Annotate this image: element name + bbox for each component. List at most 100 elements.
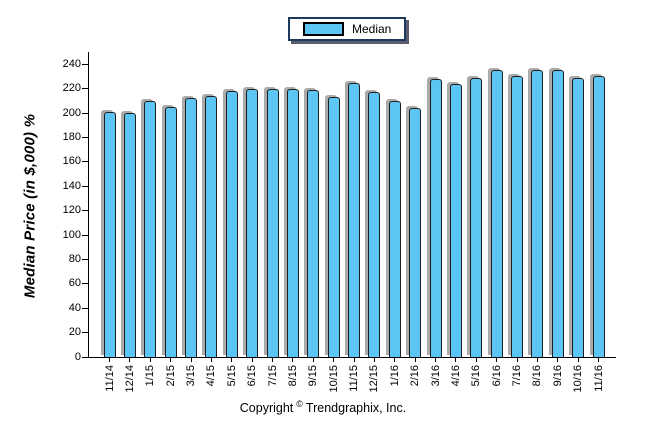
x-tick-label-text: 5/16 [470,365,483,387]
copyright-text: Copyright © Trendgraphix, Inc. [0,399,646,415]
y-axis-tick [82,258,88,260]
x-tick-label-text: 7/16 [511,365,523,387]
y-tick-label: 0 [74,350,81,363]
x-tick-label: 1/16 [389,365,401,391]
x-axis-tick [557,358,559,362]
y-tick-label: 220 [62,82,81,95]
x-axis-tick [516,358,518,362]
x-axis-tick [536,358,538,362]
x-axis-tick [475,358,477,362]
x-tick-label: 12/14 [124,365,136,398]
x-tick-label-text: 4/16 [449,365,462,387]
x-tick-label: 5/16 [470,365,482,391]
x-tick-label-text: 1/15 [144,365,157,387]
x-axis-tick [292,358,294,362]
y-tick-label: 200 [62,106,81,119]
y-axis-tick [82,234,88,236]
x-tick-label: 1/15 [144,365,156,391]
x-tick-label: 8/16 [531,365,543,391]
x-axis-tick [414,358,416,362]
x-axis-tick [129,358,131,362]
y-axis-title: Median Price (in $,000) % [21,113,39,299]
bar-median-7-16 [511,76,523,357]
bar-median-7-15 [266,88,279,357]
bar-median-5-16 [470,77,483,357]
x-axis-tick [333,358,335,362]
x-tick-label-text: 6/16 [490,365,503,387]
copyright-symbol: © [296,399,303,409]
y-axis-tick [82,88,88,90]
x-tick-label-text: 3/15 [185,365,197,387]
x-tick-label: 4/15 [205,365,217,391]
y-tick-label: 20 [68,326,81,339]
plot-area: 0 20 40 60 80 100 120 140 160 180 200 220 240 11/14 12… [63,52,616,393]
y-axis-tick [82,307,88,309]
x-tick-label: 2/16 [409,365,421,391]
y-tick-label: 80 [68,252,81,265]
y-tick-label: 240 [62,57,81,70]
y-axis-tick [82,332,88,334]
bar-median-10-15 [327,97,340,357]
x-axis-tick [190,358,192,362]
y-tick-label: 140 [62,179,81,192]
y-axis-tick [82,283,88,285]
x-tick-label-text: 1/16 [388,365,401,387]
x-axis-tick [394,358,396,362]
legend-swatch-median [303,22,344,36]
x-tick-label-text: 2/16 [409,365,422,387]
x-tick-label-text: 8/16 [531,365,544,387]
x-axis-tick [251,358,253,362]
x-tick-label: 12/15 [368,365,380,398]
y-axis-tick [82,136,88,138]
bar-median-2-15 [164,106,177,357]
x-tick-label-text: 12/14 [123,365,136,393]
y-tick-label: 60 [68,277,81,290]
x-tick-label-text: 8/15 [286,365,299,387]
x-tick-label-text: 10/16 [572,365,585,393]
x-axis-tick [231,358,233,362]
x-tick-label-text: 12/15 [368,365,381,393]
y-axis-tick [82,185,88,187]
x-axis-tick [149,358,151,362]
bar-median-9-16 [551,70,564,357]
x-axis-tick [272,358,273,362]
x-axis-tick [577,358,579,362]
x-tick-label: 9/15 [307,365,319,391]
bar-median-3-15 [185,98,197,357]
x-tick-label-text: 6/15 [246,365,259,387]
x-tick-label: 3/15 [185,365,197,391]
y-tick-label: 120 [62,204,81,217]
legend-label: Median [352,22,392,36]
x-tick-label: 11/16 [593,365,605,397]
bar-median-5-15 [225,91,238,357]
x-tick-label: 2/15 [165,365,177,391]
x-tick-label: 11/14 [104,365,116,397]
y-tick-label: 160 [62,155,81,168]
x-tick-label-text: 9/16 [551,365,564,387]
x-axis-tick [598,358,599,362]
x-tick-label-text: 3/16 [429,365,442,387]
y-axis-tick [82,161,88,163]
y-tick-label: 180 [62,130,81,143]
copyright-prefix: Copyright [239,401,294,416]
bar-median-1-15 [144,100,157,357]
x-tick-label-text: 9/15 [307,365,320,387]
x-axis-tick [455,358,457,362]
bar-median-1-16 [388,100,401,357]
x-axis-tick [210,358,212,362]
bar-median-11-15 [348,82,360,357]
bar-median-12-15 [368,92,381,357]
bar-median-4-16 [449,83,462,357]
x-tick-label: 11/15 [348,365,360,397]
y-tick-label: 40 [68,301,81,314]
x-tick-label: 10/16 [572,365,584,398]
x-tick-label: 10/15 [328,365,340,398]
bar-median-6-15 [246,88,259,357]
x-axis-tick [312,358,314,362]
x-axis-tick [353,358,355,362]
bar-median-9-15 [307,89,320,357]
x-tick-label-text: 4/15 [205,365,218,387]
y-tick-label: 100 [62,228,81,241]
bar-median-3-16 [429,78,442,357]
